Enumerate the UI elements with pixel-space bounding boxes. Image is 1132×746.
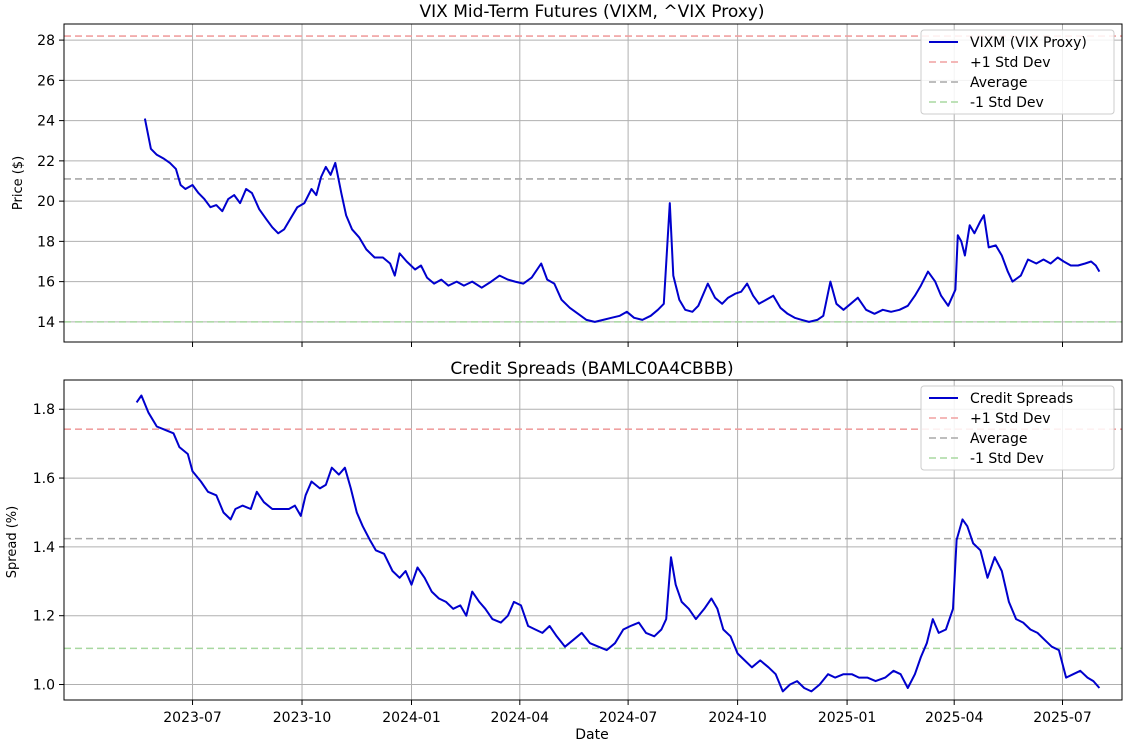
vix-legend: VIXM (VIX Proxy) +1 Std Dev Average -1 Std … bbox=[920, 29, 1115, 115]
credit-spreads-x-tick-label: 2024-07 bbox=[599, 710, 658, 726]
vix-legend-label: -1 Std Dev bbox=[970, 95, 1044, 111]
vix-y-tick-label: 18 bbox=[37, 234, 55, 250]
credit-spreads-x-tick-label: 2024-04 bbox=[491, 710, 550, 726]
credit-spreads-legend: Credit Spreads +1 Std Dev Average -1 Std De… bbox=[920, 385, 1115, 471]
credit-spreads-y-axis-label: Spread (%) bbox=[5, 506, 20, 578]
credit-spreads-x-tick-label: 2025-01 bbox=[818, 710, 877, 726]
credit-spreads-legend-label: Average bbox=[970, 431, 1028, 447]
vix-y-tick-label: 14 bbox=[37, 315, 55, 331]
vix-y-tick-label: 16 bbox=[37, 275, 55, 291]
vix-chart-panel: VIX Mid-Term Futures (VIXM, ^VIX Proxy) … bbox=[11, 2, 1123, 347]
vix-legend-label: Average bbox=[970, 75, 1028, 91]
credit-spreads-y-tick-label: 1.2 bbox=[33, 609, 55, 625]
vix-legend-label: VIXM (VIX Proxy) bbox=[970, 35, 1087, 51]
vix-y-tick-label: 20 bbox=[37, 194, 55, 210]
credit-spreads-x-tick-label: 2025-04 bbox=[925, 710, 984, 726]
credit-spreads-x-tick-label: 2023-10 bbox=[273, 710, 332, 726]
credit-spreads-y-tick-label: 1.8 bbox=[33, 402, 55, 418]
credit-spreads-legend-label: +1 Std Dev bbox=[970, 411, 1050, 427]
vix-y-tick-label: 28 bbox=[37, 33, 55, 49]
vix-y-axis-label: Price ($) bbox=[11, 156, 26, 210]
vix-y-tick-label: 26 bbox=[37, 73, 55, 89]
vix-axes-frame bbox=[63, 23, 1123, 343]
credit-spreads-series-line bbox=[135, 394, 1101, 693]
credit-spreads-legend-label: -1 Std Dev bbox=[970, 451, 1044, 467]
vix-legend-box bbox=[920, 29, 1115, 115]
vix-legend-label: +1 Std Dev bbox=[970, 55, 1050, 71]
credit-spreads-y-tick-label: 1.6 bbox=[33, 471, 55, 487]
credit-spreads-x-tick-label: 2024-01 bbox=[382, 710, 441, 726]
credit-spreads-chart-title: Credit Spreads (BAMLC0A4CBBB) bbox=[450, 359, 733, 379]
vix-y-tick-label: 22 bbox=[37, 154, 55, 170]
credit-spreads-x-tick-label: 2025-07 bbox=[1033, 710, 1092, 726]
credit-spreads-legend-box bbox=[920, 385, 1115, 471]
x-axis-label: Date bbox=[575, 727, 608, 743]
credit-spreads-y-tick-label: 1.0 bbox=[33, 678, 55, 694]
credit-spreads-x-tick-label: 2024-10 bbox=[708, 710, 767, 726]
credit-spreads-legend-label: Credit Spreads bbox=[970, 391, 1073, 407]
vix-y-tick-label: 24 bbox=[37, 114, 55, 130]
vix-chart-title: VIX Mid-Term Futures (VIXM, ^VIX Proxy) bbox=[420, 2, 765, 22]
vix-series-line bbox=[143, 118, 1101, 323]
credit-spreads-y-tick-label: 1.4 bbox=[33, 540, 55, 556]
credit-spreads-chart-panel: Credit Spreads (BAMLC0A4CBBB) Spread (%)… bbox=[5, 359, 1123, 743]
credit-spreads-x-tick-label: 2023-07 bbox=[163, 710, 222, 726]
credit-spreads-axes-frame bbox=[63, 379, 1123, 701]
